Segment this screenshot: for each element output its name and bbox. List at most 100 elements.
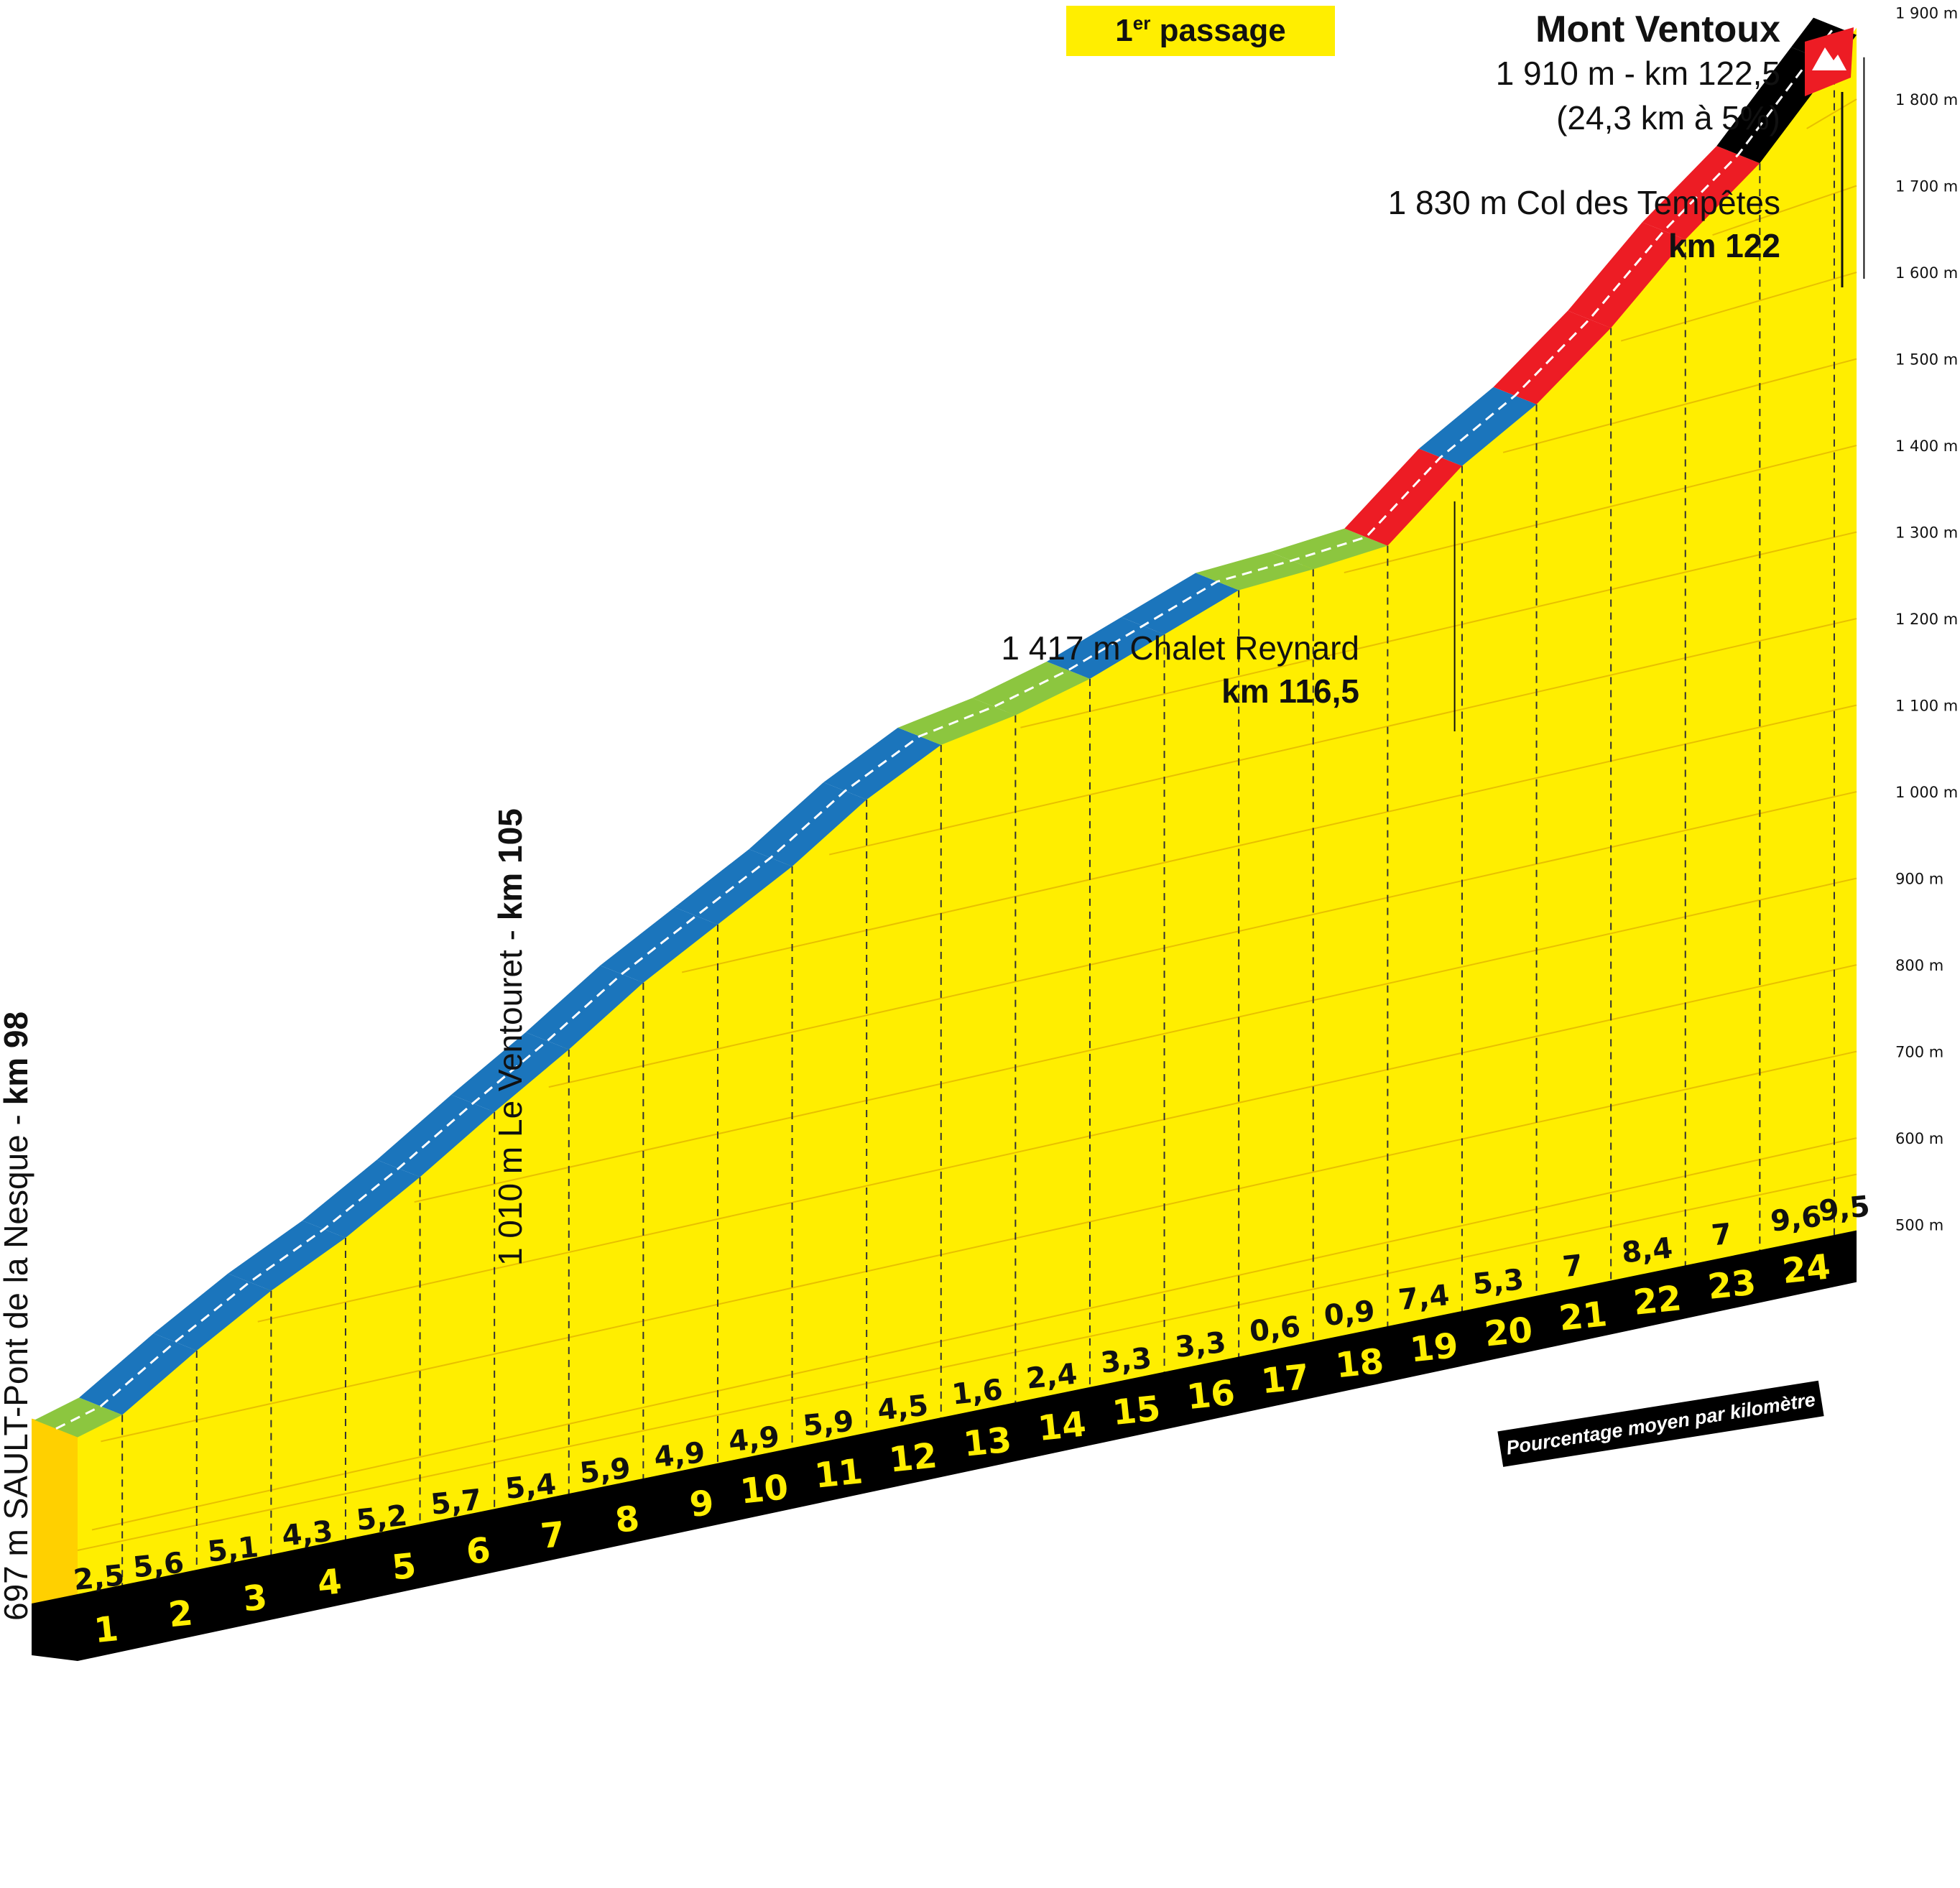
marker-leader-lines bbox=[1453, 57, 1865, 731]
elevation-line bbox=[101, 1050, 1857, 1443]
elevation-line bbox=[681, 704, 1857, 973]
elevation-line bbox=[1344, 445, 1857, 574]
elevation-line bbox=[1712, 185, 1857, 236]
km-label: 10 bbox=[739, 1467, 790, 1512]
elevation-axis: 500 m 600 m 700 m 800 m 900 m 1 000 m 1 100 m 1… bbox=[1895, 5, 1958, 1234]
road-segment bbox=[1642, 146, 1760, 240]
road-segment bbox=[153, 1273, 272, 1351]
elevation-tick-label: 500 m bbox=[1895, 1217, 1943, 1234]
km-label: 7 bbox=[539, 1514, 567, 1557]
km-labels: 1 2 3 4 5 6 7 8 9 10 11 12 13 14 15 16 17 18 19 20 21 22 23 24 bbox=[92, 1246, 1832, 1651]
elevation-tick-label: 1 800 m bbox=[1895, 91, 1958, 108]
profile-side-face bbox=[32, 1418, 78, 1606]
elevation-tick-label: 1 400 m bbox=[1895, 438, 1958, 455]
km-label: 13 bbox=[961, 1420, 1013, 1465]
elevation-line bbox=[257, 964, 1857, 1323]
grade-label: 2,5 bbox=[72, 1559, 126, 1597]
elevation-tick-label: 1 000 m bbox=[1895, 784, 1958, 801]
road-segment bbox=[525, 965, 644, 1050]
elevation-line bbox=[1502, 358, 1857, 453]
grade-label: 2,4 bbox=[1025, 1358, 1078, 1396]
km-label: 3 bbox=[241, 1577, 269, 1619]
km-label: 6 bbox=[464, 1530, 492, 1573]
grade-label: 5,3 bbox=[1471, 1263, 1525, 1301]
summit-name: Mont Ventoux bbox=[1535, 9, 1780, 50]
summit-length-grade: (24,3 km à 5%) bbox=[1556, 99, 1780, 136]
elevation-tick-label: 1 900 m bbox=[1895, 5, 1958, 22]
km-label: 4 bbox=[315, 1561, 343, 1604]
grade-label: 7,4 bbox=[1397, 1279, 1451, 1317]
elevation-tick-label: 1 300 m bbox=[1895, 524, 1958, 542]
grade-label: 0,9 bbox=[1323, 1295, 1377, 1333]
elevation-tick-label: 800 m bbox=[1895, 957, 1943, 974]
km-label: 11 bbox=[813, 1451, 864, 1496]
km-label: 18 bbox=[1333, 1341, 1385, 1387]
elevation-tick-label: 1 700 m bbox=[1895, 178, 1958, 195]
passage-badge bbox=[1066, 6, 1335, 56]
grade-labels: 2,5 5,6 5,1 4,3 5,2 5,7 5,4 5,9 4,9 4,9 5,9 4,5 1,6 2… bbox=[72, 1190, 1872, 1597]
elevation-line bbox=[1020, 531, 1857, 728]
elevation-line bbox=[1806, 98, 1857, 129]
summit-elevation-km: 1 910 m - km 122,5 bbox=[1496, 55, 1780, 92]
elevation-grid-lines bbox=[77, 98, 1857, 1551]
passage-badge-label: 1er passage bbox=[1115, 12, 1285, 48]
grade-label: 3,3 bbox=[1173, 1326, 1227, 1364]
km-label: 2 bbox=[167, 1593, 195, 1635]
profile-area bbox=[78, 27, 1857, 1607]
grade-label: 5,2 bbox=[355, 1499, 409, 1537]
elevation-tick-label: 600 m bbox=[1895, 1130, 1943, 1147]
km-label: 15 bbox=[1111, 1388, 1162, 1433]
km-separator-lines bbox=[121, 64, 1835, 1597]
elevation-line bbox=[77, 1173, 1857, 1551]
tempetes-km: km 122 bbox=[1668, 227, 1780, 264]
km-label: 19 bbox=[1408, 1325, 1460, 1371]
grade-label: 7 bbox=[1561, 1249, 1584, 1285]
elevation-line bbox=[1620, 272, 1857, 342]
reynard-label: 1 417 m Chalet Reynard bbox=[1001, 629, 1359, 667]
km-label: 24 bbox=[1780, 1246, 1832, 1292]
grade-label: 3,3 bbox=[1099, 1342, 1153, 1380]
elevation-tick-label: 1 200 m bbox=[1895, 611, 1958, 628]
km-label: 22 bbox=[1632, 1278, 1683, 1323]
elevation-tick-label: 1 100 m bbox=[1895, 698, 1958, 715]
elevation-tick-label: 1 600 m bbox=[1895, 264, 1958, 282]
reynard-km: km 116,5 bbox=[1221, 672, 1359, 710]
elevation-line bbox=[548, 791, 1857, 1088]
grade-label: 5,1 bbox=[206, 1531, 260, 1569]
grade-label: 9,6 bbox=[1769, 1200, 1823, 1239]
grade-label: 4,9 bbox=[652, 1436, 706, 1474]
road-center-dashed-line bbox=[55, 25, 1836, 1430]
grade-label: 7 bbox=[1710, 1218, 1733, 1253]
km-label: 1 bbox=[92, 1609, 120, 1651]
legend-box bbox=[1497, 1380, 1824, 1467]
road-segment bbox=[600, 907, 718, 983]
elevation-line bbox=[414, 877, 1857, 1203]
elevation-tick-label: 700 m bbox=[1895, 1044, 1943, 1061]
road-segment bbox=[79, 1333, 197, 1415]
road-segment bbox=[1121, 573, 1239, 635]
elevation-line bbox=[91, 1137, 1857, 1531]
km-label: 9 bbox=[688, 1483, 716, 1525]
grade-label: 4,5 bbox=[876, 1389, 930, 1427]
grade-label: 4,9 bbox=[727, 1420, 781, 1458]
grade-label: 1,6 bbox=[951, 1373, 1004, 1411]
base-strip bbox=[32, 1230, 1857, 1661]
grade-label: 5,4 bbox=[504, 1468, 558, 1506]
grade-label: 5,6 bbox=[131, 1546, 185, 1584]
grade-label: 4,3 bbox=[280, 1515, 334, 1553]
km-label: 20 bbox=[1483, 1310, 1535, 1355]
km-label: 17 bbox=[1259, 1357, 1311, 1402]
elevation-tick-label: 1 500 m bbox=[1895, 351, 1958, 369]
km-label: 5 bbox=[390, 1545, 418, 1588]
grade-label: 5,7 bbox=[429, 1484, 483, 1522]
km-label: 12 bbox=[887, 1435, 939, 1481]
grade-label: 9,5 bbox=[1818, 1190, 1872, 1228]
elevation-tick-label: 900 m bbox=[1895, 871, 1943, 888]
ventouret-label: 1 010 m Le Ventouret - km 105 bbox=[491, 808, 529, 1266]
tempetes-label: 1 830 m Col des Tempêtes bbox=[1388, 184, 1780, 221]
start-label: 697 m SAULT-Pont de la Nesque - km 98 bbox=[0, 1012, 34, 1621]
grade-label: 5,9 bbox=[801, 1405, 855, 1443]
km-label: 16 bbox=[1185, 1373, 1236, 1418]
road-segment bbox=[1196, 552, 1313, 591]
